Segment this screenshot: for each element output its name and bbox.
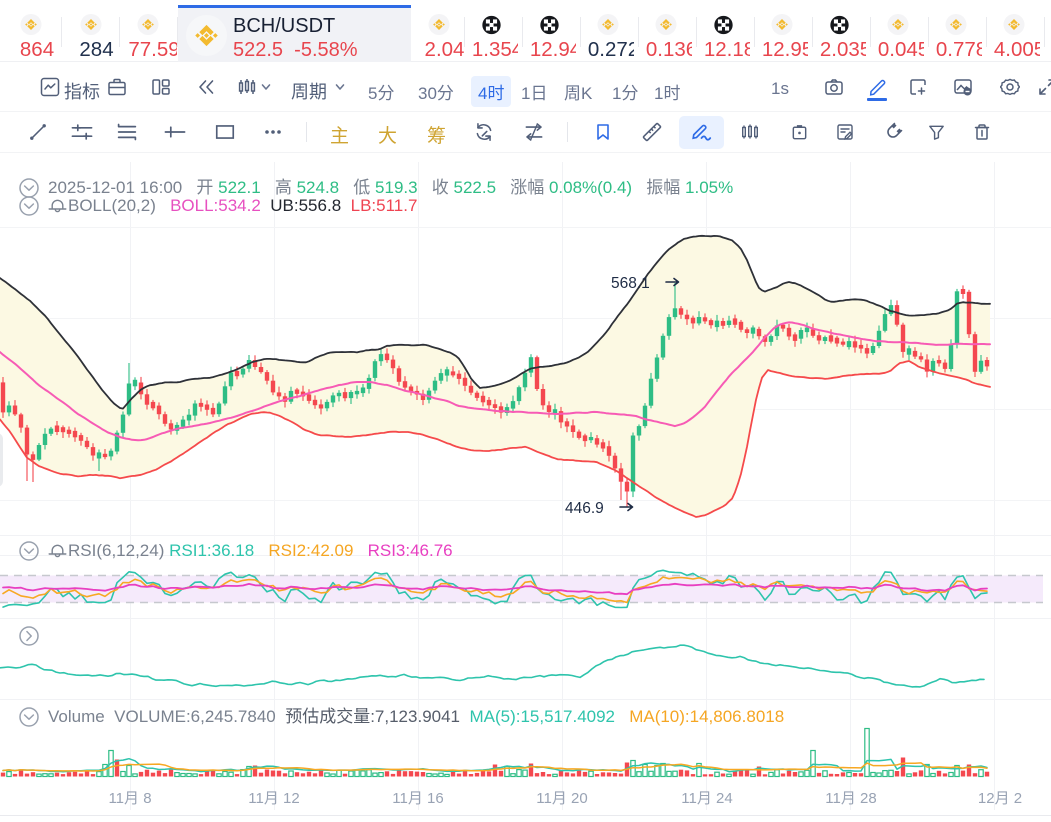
svg-text:446.9: 446.9 xyxy=(565,500,604,517)
svg-text:11月 8: 11月 8 xyxy=(108,790,151,807)
svg-text:11月 20: 11月 20 xyxy=(536,790,587,807)
svg-text:11月 24: 11月 24 xyxy=(681,790,732,807)
svg-text:11月 12: 11月 12 xyxy=(248,790,299,807)
svg-text:11月 28: 11月 28 xyxy=(825,790,876,807)
svg-text:11月 16: 11月 16 xyxy=(392,790,443,807)
svg-text:568.1: 568.1 xyxy=(611,275,650,292)
svg-text:12月 2: 12月 2 xyxy=(978,790,1022,807)
